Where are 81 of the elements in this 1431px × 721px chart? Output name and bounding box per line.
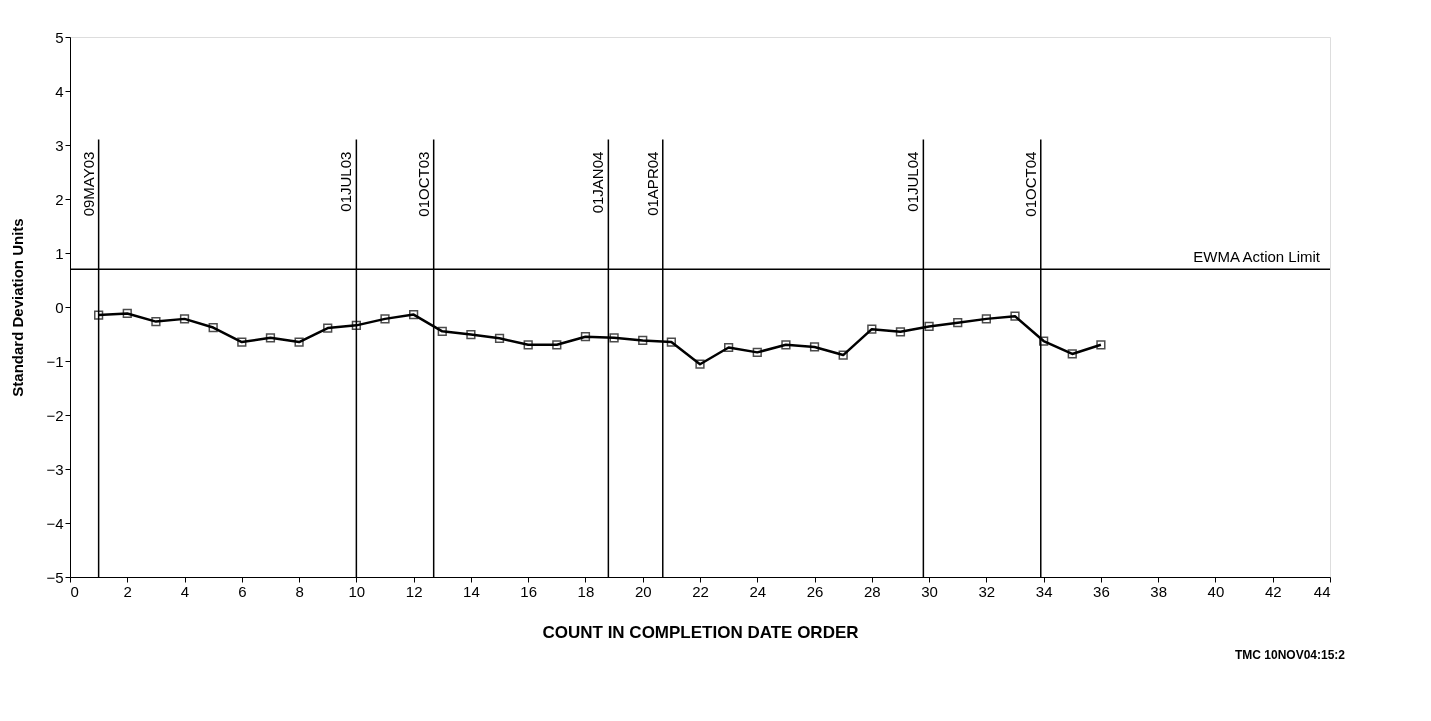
point	[466, 329, 476, 340]
point	[867, 324, 877, 334]
point	[580, 332, 591, 342]
x-tick-label: 4	[180, 582, 190, 600]
ref-line-label: 01OCT04	[1021, 151, 1039, 217]
point	[208, 322, 218, 333]
point	[409, 309, 419, 320]
x-tick-label: 32	[978, 582, 996, 600]
y-tick-label: 3	[55, 136, 64, 154]
x-tick-label: 24	[749, 582, 767, 600]
point	[895, 327, 906, 337]
x-axis-title: COUNT IN COMPLETION DATE ORDER	[542, 622, 859, 642]
point	[1010, 311, 1020, 321]
point	[809, 342, 820, 352]
ref-line-label: 01JUL04	[904, 151, 922, 212]
point	[724, 342, 734, 353]
x-tick-label: 44	[1313, 582, 1331, 600]
y-tick-label: 1	[55, 244, 64, 262]
x-tick-label: 14	[463, 582, 480, 600]
point	[265, 333, 276, 343]
y-tick-label: −5	[46, 568, 64, 586]
point	[437, 326, 447, 336]
x-tick-label: 16	[520, 582, 538, 600]
point	[323, 323, 333, 333]
ref-line-label: EWMA Action Limit	[1193, 248, 1321, 266]
x-tick-label: 42	[1264, 582, 1282, 600]
y-tick-label: 5	[55, 28, 64, 46]
point	[552, 340, 562, 350]
x-tick-label: 20	[634, 582, 652, 600]
point	[122, 308, 132, 319]
point	[151, 316, 161, 327]
x-tick-label: 18	[577, 582, 595, 600]
point	[94, 310, 104, 320]
point	[981, 314, 991, 324]
ref-line-label: 01JUL03	[337, 151, 355, 212]
point	[294, 337, 304, 347]
y-tick-label: 2	[55, 190, 64, 208]
y-tick-label: 0	[55, 298, 64, 316]
x-tick-label: 10	[348, 582, 366, 600]
point	[781, 340, 791, 350]
point	[380, 314, 390, 324]
x-tick-label: 36	[1093, 582, 1110, 600]
point	[1096, 340, 1106, 350]
point	[609, 333, 619, 343]
x-tick-label: 6	[238, 582, 247, 600]
y-tick-label: −4	[46, 514, 64, 532]
point	[695, 359, 705, 369]
point	[179, 314, 190, 324]
x-tick-label: 28	[863, 582, 881, 600]
ref-line-label: 01JAN04	[589, 151, 607, 214]
point	[523, 340, 533, 350]
ref-line-label: 09MAY03	[79, 151, 97, 217]
point	[494, 333, 505, 343]
ref-line-label: 01APR04	[643, 151, 661, 216]
x-tick-label: 22	[692, 582, 709, 600]
y-tick-label: 4	[55, 82, 64, 100]
ref-line-label: 01OCT03	[414, 151, 432, 217]
x-tick-label: 26	[806, 582, 824, 600]
x-tick-label: 12	[405, 582, 423, 600]
x-tick-label: 34	[1035, 582, 1053, 600]
point	[237, 337, 247, 347]
point	[752, 347, 762, 357]
y-axis-title: Standard Deviation Units	[9, 218, 27, 397]
y-tick-label: −2	[46, 406, 64, 424]
point	[924, 321, 934, 332]
x-tick-label: 38	[1150, 582, 1168, 600]
x-tick-label: 30	[921, 582, 938, 600]
y-tick-label: −1	[46, 352, 64, 370]
point	[1039, 336, 1049, 346]
point	[351, 320, 361, 330]
point	[666, 337, 676, 347]
point	[838, 350, 848, 360]
text: TMC 10NOV04:15:2	[1234, 648, 1346, 662]
point	[953, 318, 963, 328]
x-tick-label: 40	[1207, 582, 1225, 600]
point	[638, 335, 648, 346]
y-tick-label: −3	[46, 460, 64, 478]
x-tick-label: 0	[70, 582, 79, 600]
point	[1067, 349, 1077, 359]
x-tick-label: 2	[123, 582, 132, 600]
x-tick-label: 8	[295, 582, 304, 600]
